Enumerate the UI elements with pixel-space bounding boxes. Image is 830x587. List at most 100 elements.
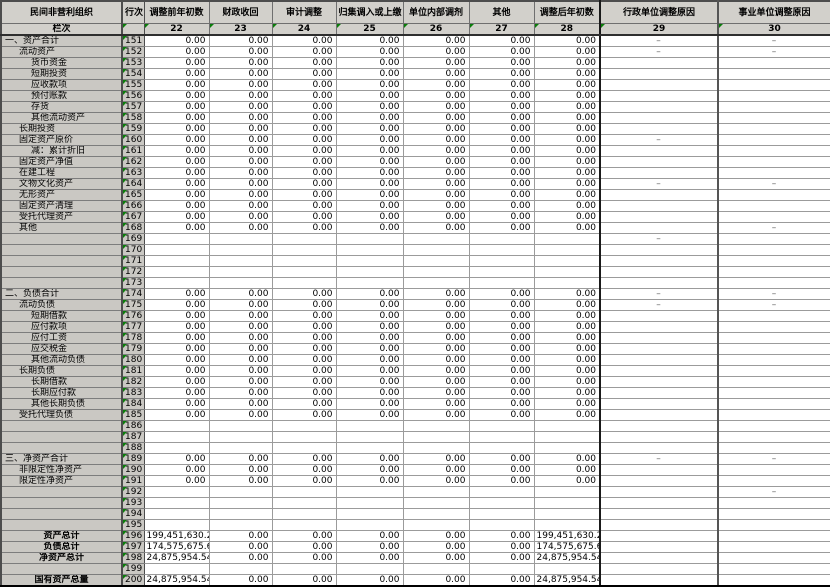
value-cell-transfer[interactable]: 0.00 [335,354,404,366]
value-cell-pre-adjust[interactable]: 0.00 [143,475,210,487]
institution-reason-cell[interactable] [717,508,830,520]
value-cell-pre-adjust[interactable]: 0.00 [143,387,210,399]
value-cell-internal-adjust[interactable]: 0.00 [402,101,470,113]
admin-reason-cell[interactable] [599,321,719,333]
value-cell-other[interactable]: 0.00 [468,288,535,300]
value-cell-post-adjust[interactable]: 0.00 [533,57,601,69]
institution-reason-cell[interactable] [717,563,830,575]
value-cell-pre-adjust[interactable]: 0.00 [143,123,210,135]
value-cell-audit-adjust[interactable] [271,442,337,454]
admin-reason-cell[interactable] [599,497,719,509]
value-cell-audit-adjust[interactable]: 0.00 [271,68,337,80]
value-cell-audit-adjust[interactable]: 0.00 [271,112,337,124]
value-cell-pre-adjust[interactable]: 0.00 [143,46,210,58]
value-cell-post-adjust[interactable]: 24,875,954.54 [533,552,601,564]
value-cell-internal-adjust[interactable] [402,497,470,509]
value-cell-post-adjust[interactable]: 0.00 [533,156,601,168]
institution-reason-cell[interactable] [717,475,830,487]
value-cell-audit-adjust[interactable]: 0.00 [271,211,337,223]
value-cell-pre-adjust[interactable] [143,519,210,531]
value-cell-fiscal-recovery[interactable] [208,277,273,289]
value-cell-post-adjust[interactable] [533,508,601,520]
value-cell-post-adjust[interactable]: 0.00 [533,178,601,190]
value-cell-post-adjust[interactable]: 0.00 [533,398,601,410]
value-cell-fiscal-recovery[interactable]: 0.00 [208,112,273,124]
value-cell-post-adjust[interactable]: 24,875,954.54 [533,574,601,587]
value-cell-other[interactable]: 0.00 [468,101,535,113]
value-cell-transfer[interactable]: 0.00 [335,398,404,410]
institution-reason-cell[interactable] [717,431,830,443]
value-cell-transfer[interactable] [335,255,404,267]
value-cell-pre-adjust[interactable]: 174,575,675.67 [143,541,210,553]
value-cell-pre-adjust[interactable]: 0.00 [143,310,210,322]
value-cell-post-adjust[interactable]: 0.00 [533,376,601,388]
value-cell-fiscal-recovery[interactable]: 0.00 [208,211,273,223]
institution-reason-cell[interactable]: – [717,46,830,58]
value-cell-fiscal-recovery[interactable]: 0.00 [208,530,273,542]
value-cell-audit-adjust[interactable] [271,277,337,289]
value-cell-fiscal-recovery[interactable]: 0.00 [208,34,273,47]
value-cell-internal-adjust[interactable] [402,255,470,267]
value-cell-pre-adjust[interactable] [143,431,210,443]
institution-reason-cell[interactable]: – [717,453,830,465]
value-cell-audit-adjust[interactable] [271,508,337,520]
value-cell-audit-adjust[interactable]: 0.00 [271,46,337,58]
value-cell-pre-adjust[interactable]: 0.00 [143,90,210,102]
value-cell-fiscal-recovery[interactable] [208,442,273,454]
admin-reason-cell[interactable] [599,79,719,91]
value-cell-audit-adjust[interactable]: 0.00 [271,321,337,333]
value-cell-internal-adjust[interactable]: 0.00 [402,68,470,80]
value-cell-audit-adjust[interactable]: 0.00 [271,475,337,487]
value-cell-transfer[interactable]: 0.00 [335,211,404,223]
value-cell-transfer[interactable] [335,497,404,509]
value-cell-other[interactable] [468,497,535,509]
value-cell-post-adjust[interactable] [533,519,601,531]
value-cell-transfer[interactable]: 0.00 [335,200,404,212]
value-cell-internal-adjust[interactable] [402,431,470,443]
value-cell-fiscal-recovery[interactable] [208,508,273,520]
value-cell-transfer[interactable]: 0.00 [335,574,404,587]
admin-reason-cell[interactable]: – [599,178,719,190]
institution-reason-cell[interactable] [717,200,830,212]
value-cell-post-adjust[interactable]: 0.00 [533,310,601,322]
value-cell-transfer[interactable]: 0.00 [335,79,404,91]
admin-reason-cell[interactable] [599,145,719,157]
value-cell-pre-adjust[interactable] [143,277,210,289]
admin-reason-cell[interactable]: – [599,46,719,58]
value-cell-post-adjust[interactable] [533,497,601,509]
value-cell-internal-adjust[interactable]: 0.00 [402,574,470,587]
value-cell-audit-adjust[interactable]: 0.00 [271,354,337,366]
admin-reason-cell[interactable] [599,420,719,432]
value-cell-internal-adjust[interactable] [402,244,470,256]
admin-reason-cell[interactable] [599,563,719,575]
admin-reason-cell[interactable] [599,277,719,289]
value-cell-audit-adjust[interactable]: 0.00 [271,101,337,113]
institution-reason-cell[interactable] [717,497,830,509]
value-cell-pre-adjust[interactable]: 0.00 [143,299,210,311]
value-cell-audit-adjust[interactable] [271,563,337,575]
value-cell-pre-adjust[interactable]: 0.00 [143,365,210,377]
value-cell-other[interactable]: 0.00 [468,79,535,91]
value-cell-post-adjust[interactable]: 0.00 [533,299,601,311]
value-cell-internal-adjust[interactable]: 0.00 [402,189,470,201]
value-cell-fiscal-recovery[interactable]: 0.00 [208,541,273,553]
value-cell-pre-adjust[interactable]: 0.00 [143,376,210,388]
value-cell-post-adjust[interactable]: 0.00 [533,90,601,102]
value-cell-post-adjust[interactable]: 0.00 [533,409,601,421]
value-cell-audit-adjust[interactable]: 0.00 [271,222,337,234]
value-cell-post-adjust[interactable]: 0.00 [533,453,601,465]
value-cell-fiscal-recovery[interactable]: 0.00 [208,299,273,311]
value-cell-pre-adjust[interactable]: 0.00 [143,200,210,212]
admin-reason-cell[interactable] [599,68,719,80]
admin-reason-cell[interactable] [599,310,719,322]
value-cell-other[interactable]: 0.00 [468,123,535,135]
value-cell-pre-adjust[interactable]: 0.00 [143,211,210,223]
value-cell-transfer[interactable]: 0.00 [335,57,404,69]
institution-reason-cell[interactable] [717,574,830,587]
value-cell-other[interactable]: 0.00 [468,299,535,311]
value-cell-transfer[interactable]: 0.00 [335,387,404,399]
value-cell-post-adjust[interactable] [533,255,601,267]
value-cell-pre-adjust[interactable]: 0.00 [143,101,210,113]
value-cell-transfer[interactable]: 0.00 [335,145,404,157]
admin-reason-cell[interactable] [599,376,719,388]
